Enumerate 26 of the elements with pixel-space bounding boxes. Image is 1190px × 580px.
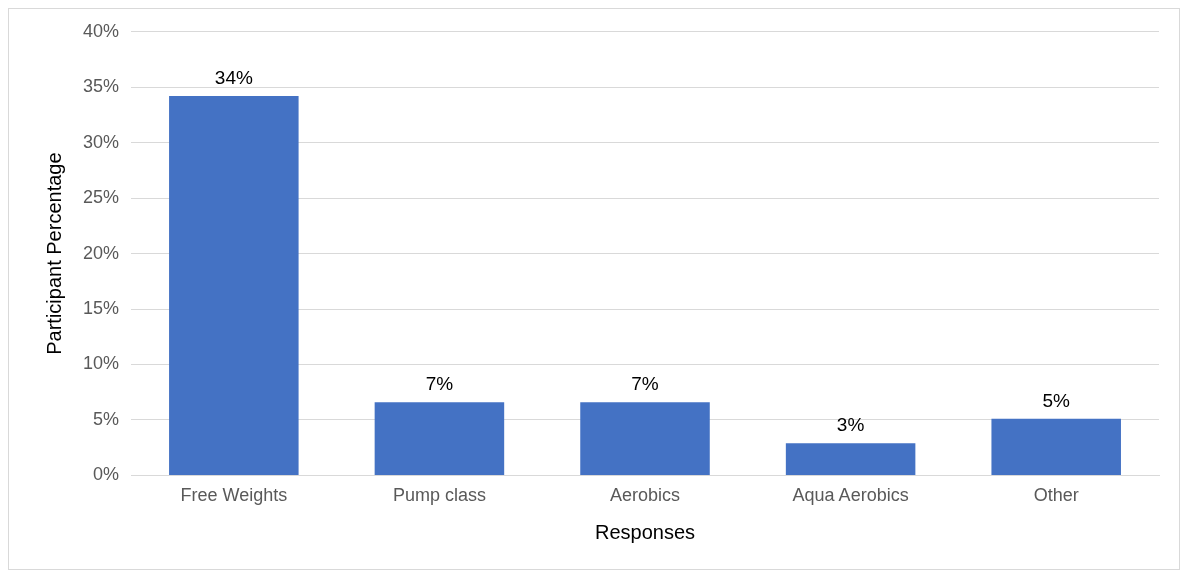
y-tick-label: 15% [83,298,120,319]
x-axis-title: Responses [594,520,696,543]
x-tick-label: Aerobics [610,485,681,506]
y-tick-label: 20% [83,242,120,263]
x-tick-label: Other [1033,485,1079,506]
x-tick-label: Aqua Aerobics [792,485,909,506]
x-tick-label: Free Weights [180,485,288,506]
bar [169,96,299,475]
y-tick-label: 40% [83,20,120,41]
data-label: 34% [214,66,253,88]
data-label: 7% [631,372,659,394]
y-tick-label: 25% [83,187,120,208]
bar [991,418,1121,475]
x-tick-label: Pump class [392,485,486,506]
bar [374,402,505,475]
bar [785,443,916,475]
data-label: 5% [1042,389,1071,411]
y-tick-label: 35% [83,76,120,97]
y-tick-label: 5% [93,408,120,429]
y-axis-title: Participant Percentage [42,152,65,355]
y-tick-label: 30% [83,131,120,152]
data-label: 3% [836,413,865,435]
bar [580,402,710,475]
data-label: 7% [425,372,454,394]
y-tick-label: 10% [83,353,120,374]
y-tick-label: 0% [93,464,120,485]
